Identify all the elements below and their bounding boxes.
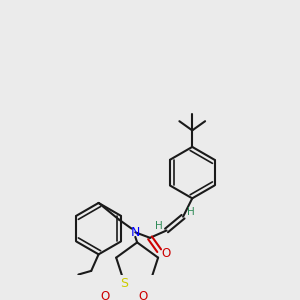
Text: N: N	[130, 226, 140, 239]
Text: H: H	[155, 221, 163, 231]
Text: O: O	[139, 290, 148, 300]
Text: O: O	[161, 247, 170, 260]
Text: S: S	[120, 277, 128, 290]
Text: H: H	[187, 207, 194, 217]
Text: O: O	[100, 290, 110, 300]
